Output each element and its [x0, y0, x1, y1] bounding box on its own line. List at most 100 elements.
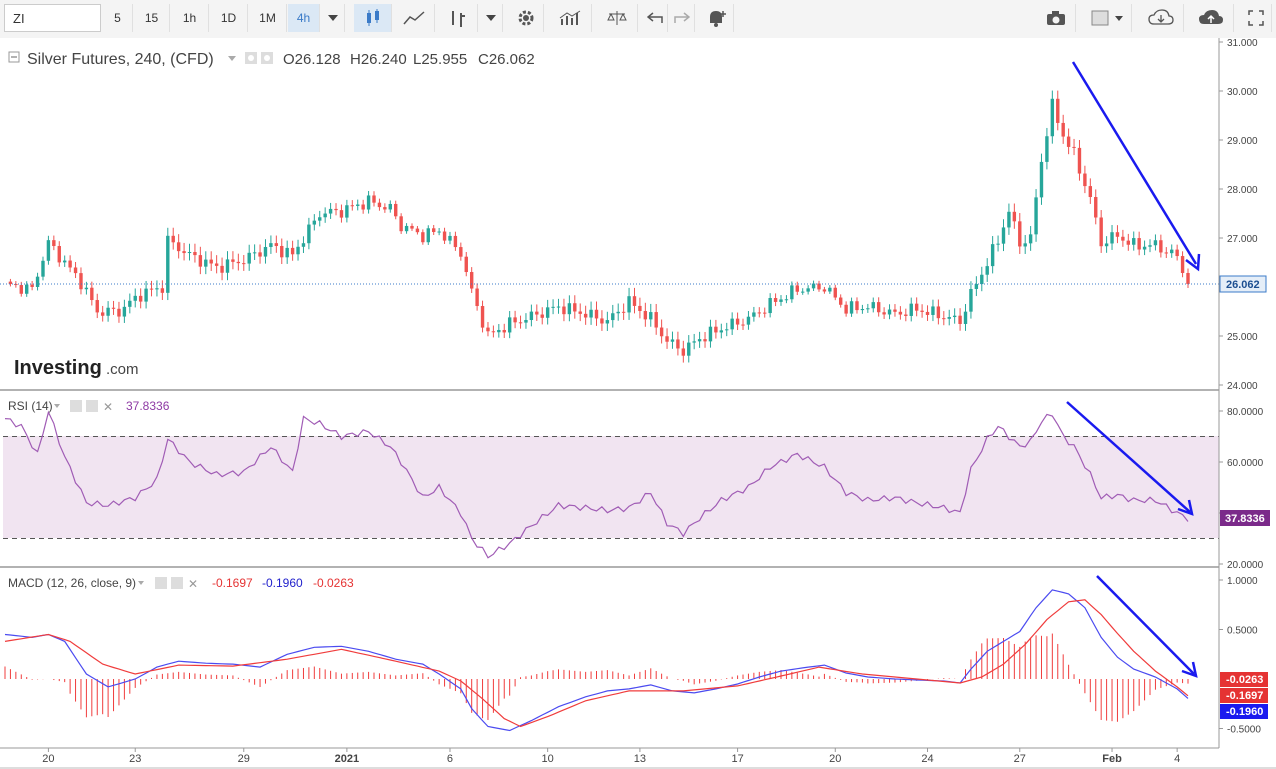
candles-style-button[interactable]	[354, 4, 392, 32]
fullscreen-icon	[1247, 10, 1264, 26]
chevron-down-icon[interactable]	[228, 56, 236, 61]
candle-body	[464, 256, 468, 273]
interval-5-button[interactable]: 5	[103, 4, 133, 32]
candle-body	[133, 295, 137, 301]
candle-body	[193, 251, 197, 256]
candle-body	[513, 317, 517, 323]
settings-button[interactable]	[508, 4, 544, 32]
high-value: H26.240	[350, 51, 407, 68]
area-style-button[interactable]	[393, 4, 435, 32]
candle-body	[952, 315, 957, 318]
candle-body	[480, 306, 485, 328]
candle-body	[904, 314, 908, 316]
candle-body	[176, 242, 181, 252]
candle-body	[122, 306, 127, 317]
candle-body	[735, 318, 740, 325]
candle-body	[453, 235, 458, 248]
candle-body	[942, 318, 946, 320]
candle-body	[871, 302, 875, 309]
last-price-label: 26.062	[1226, 279, 1260, 291]
candle-body	[166, 235, 170, 293]
macd-line	[4, 589, 1189, 732]
price-axis-label: 25.000	[1227, 332, 1258, 343]
candle-body	[627, 296, 631, 313]
candle-body	[670, 339, 675, 342]
candle-body	[600, 318, 604, 324]
interval-1d-button[interactable]: 1D	[210, 4, 248, 32]
candle-body	[312, 220, 317, 225]
candle-body	[855, 301, 859, 311]
symbol-input[interactable]: ZI	[4, 4, 101, 32]
rsi-line	[4, 410, 1189, 559]
interval-1m-button[interactable]: 1M	[249, 4, 287, 32]
macd-signal-value: -0.1697	[212, 576, 253, 590]
candle-body	[936, 306, 941, 319]
candle-body	[19, 285, 23, 294]
candles-icon	[366, 9, 379, 26]
candle-body	[746, 316, 751, 325]
candle-body	[73, 267, 78, 274]
candle-body	[882, 312, 886, 315]
candle-body	[725, 329, 729, 331]
indicators-button[interactable]	[548, 4, 592, 32]
candle-body	[209, 259, 213, 264]
x-axis-label: 29	[238, 753, 250, 765]
price-axis-label: 28.000	[1227, 185, 1258, 196]
chevron-down-icon[interactable]	[138, 581, 144, 585]
gear-icon[interactable]	[86, 400, 98, 412]
alert-button[interactable]	[700, 4, 734, 32]
macd-hist-tag	[1220, 672, 1268, 687]
candle-body	[860, 309, 865, 311]
undo-button[interactable]	[642, 4, 668, 32]
close-icon[interactable]: ✕	[188, 577, 198, 591]
candle-body	[1170, 249, 1174, 254]
candle-body	[589, 309, 593, 318]
candle-body	[410, 225, 414, 229]
candle-body	[242, 263, 246, 265]
candle-body	[1056, 98, 1060, 123]
candle-body	[1094, 197, 1098, 218]
x-axis-label: 24	[921, 753, 933, 765]
close-icon[interactable]: ✕	[103, 400, 113, 414]
interval-dropdown-button[interactable]	[321, 4, 345, 32]
candle-body	[643, 310, 648, 320]
chevron-down-icon[interactable]	[54, 404, 60, 408]
color-box-button[interactable]	[1084, 4, 1132, 32]
style-dropdown-button[interactable]	[479, 4, 503, 32]
candle-body	[25, 284, 29, 294]
candle-body	[556, 306, 561, 308]
cloud-upload-button[interactable]	[1188, 4, 1234, 32]
candle-body	[1153, 240, 1158, 246]
candle-body	[1050, 98, 1055, 137]
compare-button[interactable]	[596, 4, 638, 32]
rsi-value: 37.8336	[126, 399, 170, 413]
candle-body	[1164, 252, 1168, 254]
bar-style-button[interactable]	[436, 4, 478, 32]
cloud-download-button[interactable]	[1138, 4, 1184, 32]
candle-body	[404, 225, 409, 232]
candle-body	[1142, 246, 1147, 250]
candle-body	[68, 260, 72, 268]
gear-icon[interactable]	[171, 577, 183, 589]
screenshot-button[interactable]	[1036, 4, 1076, 32]
candle-body	[659, 327, 664, 337]
candle-body	[1039, 161, 1044, 198]
candle-body	[328, 208, 333, 214]
eye-icon[interactable]	[155, 577, 167, 589]
interval-4h-button[interactable]: 4h	[288, 4, 320, 32]
interval-15-button[interactable]: 15	[134, 4, 170, 32]
candle-body	[1066, 136, 1071, 147]
macd-axis-label: -0.5000	[1227, 725, 1261, 736]
candle-body	[14, 284, 18, 286]
price-axis-label: 27.000	[1227, 234, 1258, 245]
fullscreen-button[interactable]	[1240, 4, 1272, 32]
candle-body	[1132, 238, 1136, 245]
trend-arrow-price	[1071, 61, 1201, 272]
candle-body	[366, 195, 371, 210]
candle-body	[383, 207, 387, 210]
eye-icon[interactable]	[70, 400, 82, 412]
candle-body	[822, 289, 827, 292]
redo-button[interactable]	[669, 4, 695, 32]
interval-1h-button[interactable]: 1h	[171, 4, 209, 32]
candle-body	[1186, 272, 1190, 284]
